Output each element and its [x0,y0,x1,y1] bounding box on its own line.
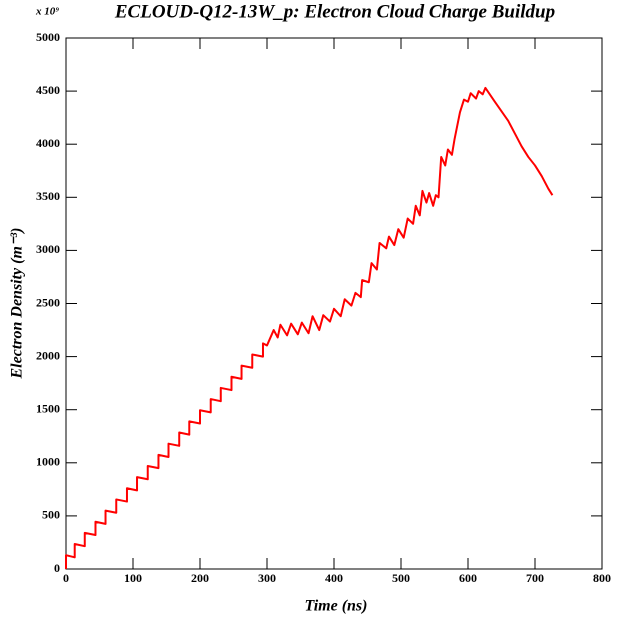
y-tick-label: 4000 [36,136,60,150]
y-multiplier: x 10⁹ [35,6,59,18]
x-tick-label: 500 [392,571,410,585]
y-tick-label: 500 [42,508,60,522]
x-tick-label: 600 [459,571,477,585]
y-tick-label: 3500 [36,189,60,203]
y-tick-label: 3000 [36,242,60,256]
y-tick-label: 5000 [36,30,60,44]
chart-title: ECLOUD-Q12-13W_p: Electron Cloud Charge … [114,1,555,22]
x-tick-label: 400 [325,571,343,585]
x-tick-label: 0 [63,571,69,585]
y-axis-label: Electron Density (m⁻³) [9,227,26,379]
x-axis-label: Time (ns) [305,598,368,615]
y-tick-label: 2500 [36,295,60,309]
x-tick-label: 800 [593,571,611,585]
x-tick-label: 700 [526,571,544,585]
y-tick-label: 1500 [36,401,60,415]
y-tick-label: 4500 [36,83,60,97]
y-tick-label: 2000 [36,348,60,362]
data-line [65,86,554,569]
y-tick-label: 1000 [36,455,60,469]
x-tick-label: 100 [124,571,142,585]
y-tick-label: 0 [54,561,60,575]
x-tick-label: 200 [191,571,209,585]
x-tick-label: 300 [258,571,276,585]
